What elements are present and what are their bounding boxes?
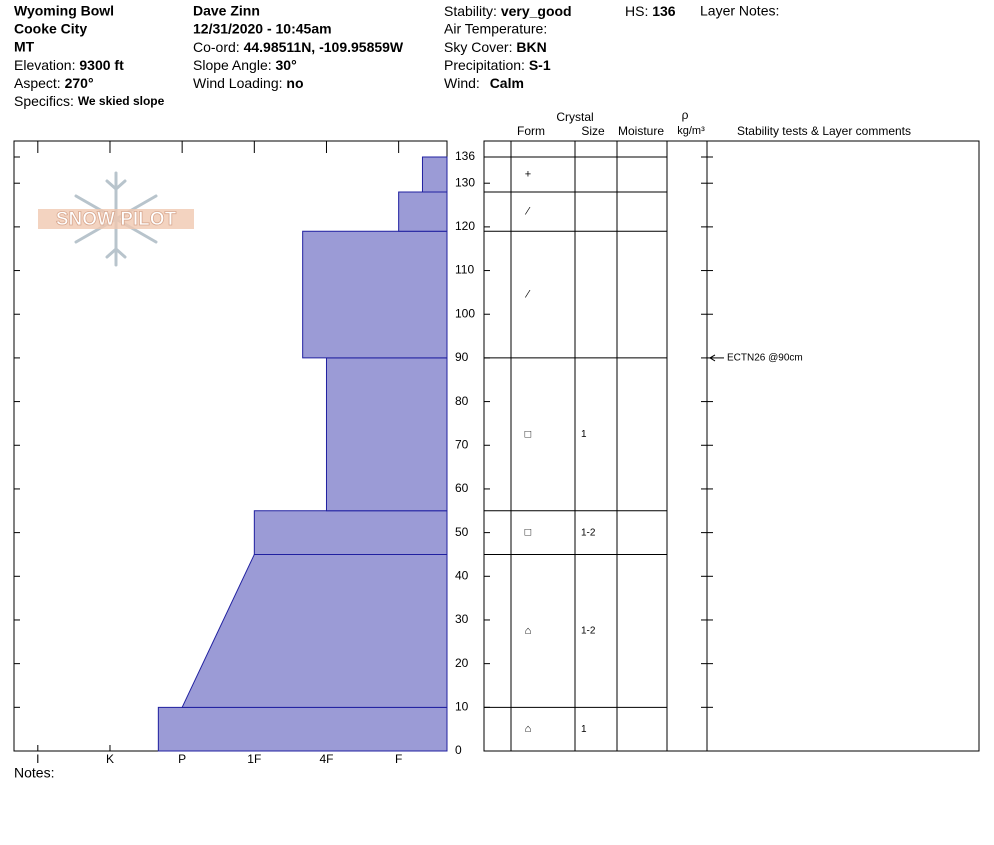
y-tick-label: 60 bbox=[455, 481, 469, 495]
notes-label: Notes: bbox=[14, 765, 54, 781]
x-tick-label: 1F bbox=[247, 752, 261, 766]
label: Co-ord: bbox=[193, 39, 240, 55]
y-tick-label: 70 bbox=[455, 437, 469, 451]
field-label: Co-ord: 44.98511N, -109.95859W bbox=[193, 39, 404, 55]
grain-form: ⌂ bbox=[525, 723, 532, 735]
grain-form: ⌂ bbox=[525, 625, 532, 637]
test-label: ECTN26 @90cm bbox=[727, 353, 803, 364]
hardness-layer bbox=[181, 553, 448, 708]
value: BKN bbox=[516, 39, 546, 55]
logo-text: SNOW PILOT bbox=[56, 209, 177, 230]
field-label: Sky Cover: BKN bbox=[444, 39, 547, 55]
grain-form: □ bbox=[525, 428, 532, 440]
label: Aspect: bbox=[14, 75, 61, 91]
test-arrowhead bbox=[709, 354, 716, 362]
value: S-1 bbox=[529, 57, 551, 73]
grain-size: 1 bbox=[581, 429, 587, 440]
crystal-header: Crystal bbox=[556, 110, 593, 124]
x-tick-label: 4F bbox=[319, 752, 333, 766]
y-tick-label: 40 bbox=[455, 568, 469, 582]
label: Stability: bbox=[444, 3, 497, 19]
hardness-layer bbox=[398, 191, 448, 232]
value: 9300 ft bbox=[79, 57, 124, 73]
y-tick-label: 50 bbox=[455, 525, 469, 539]
label: Sky Cover: bbox=[444, 39, 512, 55]
logo: SNOW PILOT bbox=[38, 171, 194, 267]
field-label: Specifics: We skied slope bbox=[14, 93, 165, 109]
value: 44.98511N, -109.95859W bbox=[244, 39, 404, 55]
label: Wind Loading: bbox=[193, 75, 283, 91]
label: Precipitation: bbox=[444, 57, 525, 73]
density-unit: kg/m³ bbox=[677, 125, 705, 137]
hardness-layer bbox=[325, 357, 448, 512]
grain-form: □ bbox=[525, 527, 532, 539]
location: Wyoming Bowl bbox=[14, 3, 114, 19]
y-tick-label: 120 bbox=[455, 219, 475, 233]
y-tick-label: 10 bbox=[455, 699, 469, 713]
grain-size: 1 bbox=[581, 724, 587, 735]
field-label: Stability: very_good bbox=[444, 3, 572, 19]
label: Slope Angle: bbox=[193, 57, 272, 73]
label: Elevation: bbox=[14, 57, 75, 73]
table-columns bbox=[510, 141, 708, 751]
state: MT bbox=[14, 39, 35, 55]
moisture-header: Moisture bbox=[618, 124, 664, 138]
y-tick-label: 90 bbox=[455, 350, 469, 364]
hardness-layer bbox=[157, 706, 448, 752]
field-label: Wind Loading: no bbox=[193, 75, 304, 91]
field-label: Aspect: 270° bbox=[14, 75, 94, 91]
label: HS: bbox=[625, 3, 648, 19]
field-label: Slope Angle: 30° bbox=[193, 57, 297, 73]
size-header: Size bbox=[581, 124, 605, 138]
field-label: Elevation: 9300 ft bbox=[14, 57, 124, 73]
field-label: Precipitation: S-1 bbox=[444, 57, 551, 73]
label: Wind: bbox=[444, 75, 480, 91]
value: no bbox=[286, 75, 303, 91]
grain-size: 1-2 bbox=[581, 527, 596, 538]
y-tick-label: 20 bbox=[455, 656, 469, 670]
value: Calm bbox=[490, 75, 524, 91]
grain-size: 1-2 bbox=[581, 626, 596, 637]
grain-form: ⁄ bbox=[524, 206, 531, 218]
x-tick-label: I bbox=[36, 752, 39, 766]
layer-notes-label: Layer Notes: bbox=[700, 3, 779, 19]
x-tick-label: F bbox=[395, 752, 402, 766]
field-label: HS: 136 bbox=[625, 3, 676, 19]
rho-header: ρ bbox=[682, 108, 689, 122]
area: Cooke City bbox=[14, 21, 87, 37]
grain-form: + bbox=[525, 168, 531, 180]
table-header: Crystal Form Size Moisture ρ kg/m³ Stabi… bbox=[517, 108, 911, 138]
comments-header: Stability tests & Layer comments bbox=[737, 124, 911, 138]
y-tick-label: 0 bbox=[455, 743, 462, 757]
x-tick-label: P bbox=[178, 752, 186, 766]
value: We skied slope bbox=[78, 94, 165, 108]
hardness-layer bbox=[253, 510, 448, 555]
y-tick-label: 110 bbox=[455, 263, 474, 277]
y-tick-label: 130 bbox=[455, 175, 475, 189]
table-frame bbox=[483, 140, 980, 752]
value: 136 bbox=[652, 3, 676, 19]
value: 270° bbox=[65, 75, 94, 91]
label: Specifics: bbox=[14, 93, 74, 109]
y-tick-label: 30 bbox=[455, 612, 469, 626]
header: Wyoming Bowl Cooke City MT Elevation: 93… bbox=[14, 3, 779, 109]
y-tick-label: 80 bbox=[455, 394, 469, 408]
y-tick-label: 136 bbox=[455, 149, 475, 163]
value: 30° bbox=[276, 57, 297, 73]
hardness-layer bbox=[302, 230, 448, 359]
field-label: Wind: Calm bbox=[444, 75, 524, 91]
grain-form: ⁄ bbox=[524, 288, 531, 300]
y-tick-label: 100 bbox=[455, 306, 475, 320]
value: very_good bbox=[501, 3, 572, 19]
air-temp-label: Air Temperature: bbox=[444, 21, 547, 37]
datetime: 12/31/2020 - 10:45am bbox=[193, 21, 332, 37]
x-tick-label: K bbox=[106, 752, 114, 766]
hardness-layer bbox=[421, 156, 448, 193]
observer: Dave Zinn bbox=[193, 3, 260, 19]
form-header: Form bbox=[517, 124, 545, 138]
